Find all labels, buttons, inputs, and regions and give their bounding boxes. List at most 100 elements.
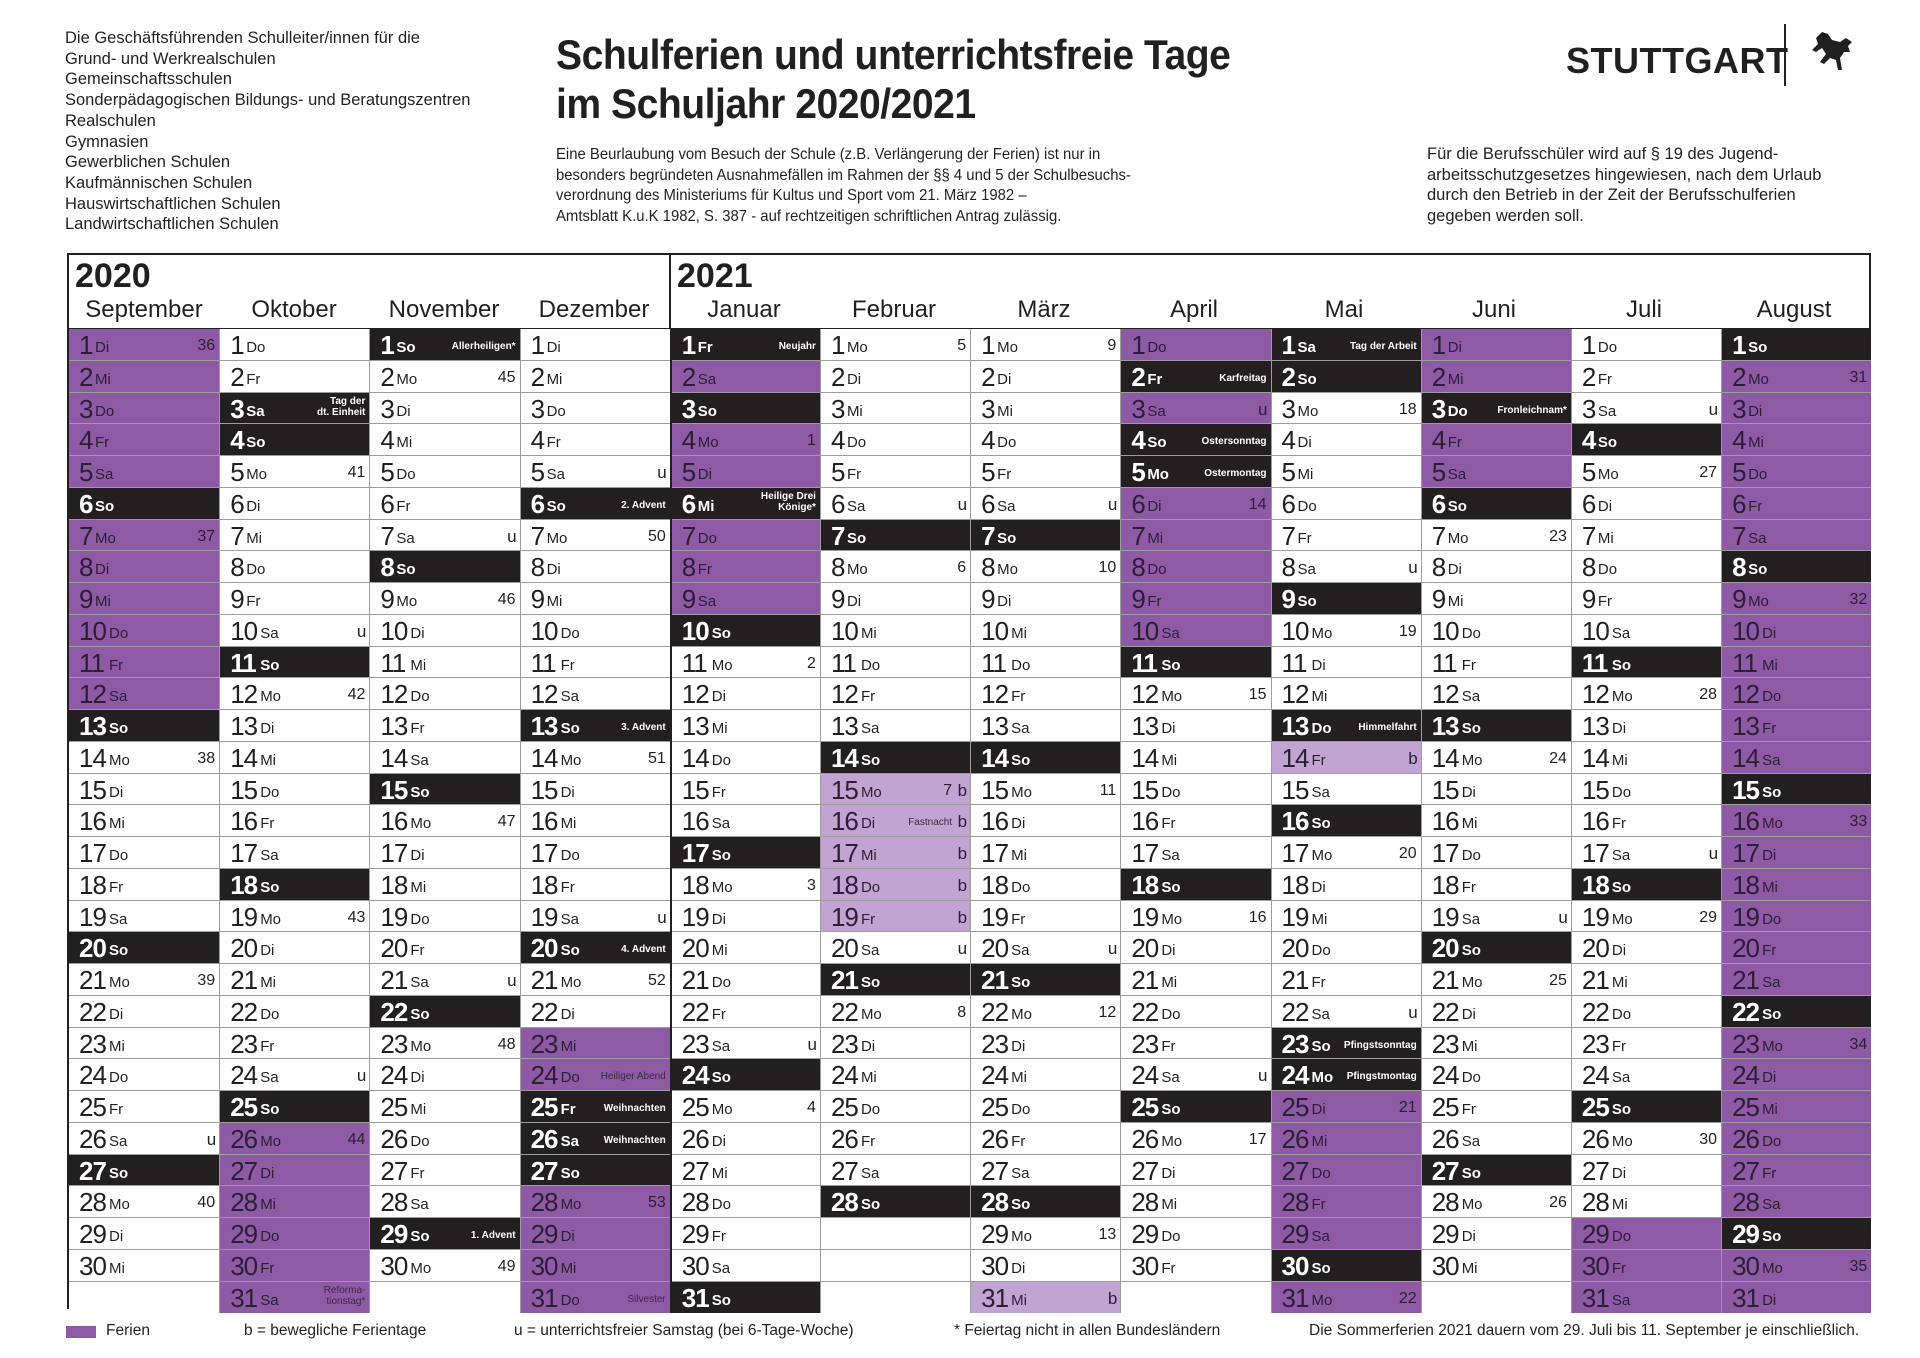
weekday-label: Mi (560, 1259, 577, 1277)
day-cell: 8 Mo 6 (820, 551, 971, 583)
week-number: 11 (1099, 781, 1117, 799)
day-number: 29 (530, 1219, 559, 1249)
day-cell: 30 Mi (1421, 1249, 1571, 1282)
day-cell: 13 So (1421, 710, 1571, 742)
weekday-label: So (711, 1291, 731, 1309)
day-cell: 10 So (671, 614, 820, 647)
day-cell: 5 Mo 41 (220, 456, 370, 488)
day-number: 28 (981, 1187, 1009, 1218)
day-cell: 13 Fr (1722, 710, 1872, 742)
weekday-label: Sa (697, 370, 717, 388)
weekday-label: Do (546, 402, 566, 420)
day-number: 9 (681, 584, 697, 614)
weekday-label: Fr (711, 1228, 726, 1245)
unterrichtsfrei-mark: u (1558, 907, 1568, 927)
day-cell: 29 Do (220, 1218, 370, 1250)
weekday-label: Mi (1011, 1069, 1027, 1087)
weekday-label: So (560, 1164, 580, 1182)
day-cell: 29 Di (1421, 1218, 1571, 1250)
weekday-label: Di (1161, 1164, 1176, 1182)
weekday-label: Mi (260, 751, 277, 769)
day-cell: 8 Mo 10 (971, 551, 1121, 583)
weekday-label: Sa (1611, 1291, 1631, 1309)
day-cell: 31 Do Silvester (520, 1281, 670, 1314)
day-cell: 8 Do (1571, 551, 1722, 583)
day-number: 23 (1281, 1028, 1310, 1059)
week-number: 6 (957, 559, 967, 577)
day-number: 14 (681, 742, 710, 773)
day-cell: 17 Sa (1121, 837, 1271, 869)
day-cell: 7 Mo 50 (520, 519, 670, 552)
day-number: 28 (1281, 1187, 1310, 1218)
day-cell: 12 Sa (520, 678, 670, 710)
school-list: Die Geschäftsführenden Schulleiter/innen… (65, 28, 470, 235)
week-number: 1 (807, 432, 816, 450)
weekday-label: Di (1611, 942, 1627, 960)
day-number: 20 (79, 933, 107, 964)
day-cell: 26 Mo 44 (220, 1122, 370, 1155)
day-cell: 15 So (370, 773, 520, 806)
day-cell: 15 Sa (1271, 773, 1421, 806)
ferien-swatch (66, 1326, 96, 1338)
holiday-label: 4. Advent (621, 944, 666, 956)
day-number: 2 (230, 361, 245, 392)
weekday-label: Fr (1461, 656, 1476, 674)
day-number: 25 (230, 1092, 258, 1122)
weekday-label: So (997, 529, 1017, 547)
week-number: 28 (1699, 686, 1718, 704)
weekday-label: Di (560, 783, 575, 801)
weekday-label: So (1461, 1164, 1481, 1182)
day-number: 5 (380, 457, 395, 487)
weekday-label: Fr (1762, 1164, 1777, 1182)
day-number: 26 (981, 1123, 1009, 1154)
weekday-label: Di (95, 561, 110, 579)
day-cell: 27 So (1421, 1154, 1571, 1187)
intro-text: Eine Beurlaubung vom Besuch der Schule (… (556, 145, 1131, 227)
weekday-label: Fr (1011, 688, 1026, 706)
weekday-label: Do (260, 1005, 280, 1023)
weekday-label: Fr (109, 1101, 124, 1118)
weekday-label: So (109, 942, 129, 960)
weekday-label: Do (1461, 847, 1481, 864)
day-number: 13 (380, 711, 408, 741)
day-cell: 2 Di (820, 360, 971, 393)
day-cell: 7 Fr (1271, 519, 1421, 552)
day-number: 20 (1131, 933, 1159, 964)
unterrichtsfrei-mark: u (807, 1034, 817, 1054)
weekday-label: Sa (560, 1132, 579, 1150)
day-number: 12 (380, 679, 408, 710)
day-number: 28 (681, 1187, 710, 1218)
day-cell: 20 So (69, 932, 220, 964)
day-number: 30 (1281, 1250, 1310, 1281)
weekday-label: Mi (1311, 688, 1328, 706)
weekday-label: Fr (260, 1037, 275, 1055)
weekday-label: Mo (1297, 402, 1319, 420)
day-number: 3 (830, 393, 846, 424)
weekday-label: Mi (109, 815, 125, 833)
weekday-label: So (1597, 434, 1618, 452)
day-number: 23 (830, 1028, 859, 1059)
day-number: 3 (981, 393, 996, 424)
day-number: 31 (1281, 1282, 1310, 1313)
legend-feiertag: * Feiertag nicht in allen Bundesländern (954, 1322, 1221, 1339)
weekday-label: Fr (246, 370, 261, 388)
weekday-label: Mi (1597, 529, 1614, 547)
week-number: 30 (1699, 1130, 1718, 1148)
day-cell: 18 Do b (820, 868, 971, 901)
day-cell: 19 Di (671, 900, 820, 933)
day-number: 16 (830, 806, 859, 837)
day-number: 16 (1281, 806, 1310, 837)
day-number: 27 (380, 1155, 408, 1186)
weekday-label: Mi (260, 1196, 277, 1214)
weekday-label: Do (95, 402, 115, 420)
weekday-label: Fr (711, 783, 726, 801)
weekday-label: Mi (95, 593, 111, 610)
weekday-label: Sa (410, 751, 429, 769)
weekday-label: Sa (711, 1259, 731, 1277)
holiday-label: Heilige Drei Könige* (760, 490, 816, 513)
weekday-label: Fr (260, 1259, 275, 1277)
holiday-label: 1. Advent (470, 1230, 516, 1241)
weekday-label: Fr (1762, 942, 1777, 960)
weekday-label: Mo (260, 1132, 282, 1150)
day-cell: 16 Mi (69, 805, 220, 837)
